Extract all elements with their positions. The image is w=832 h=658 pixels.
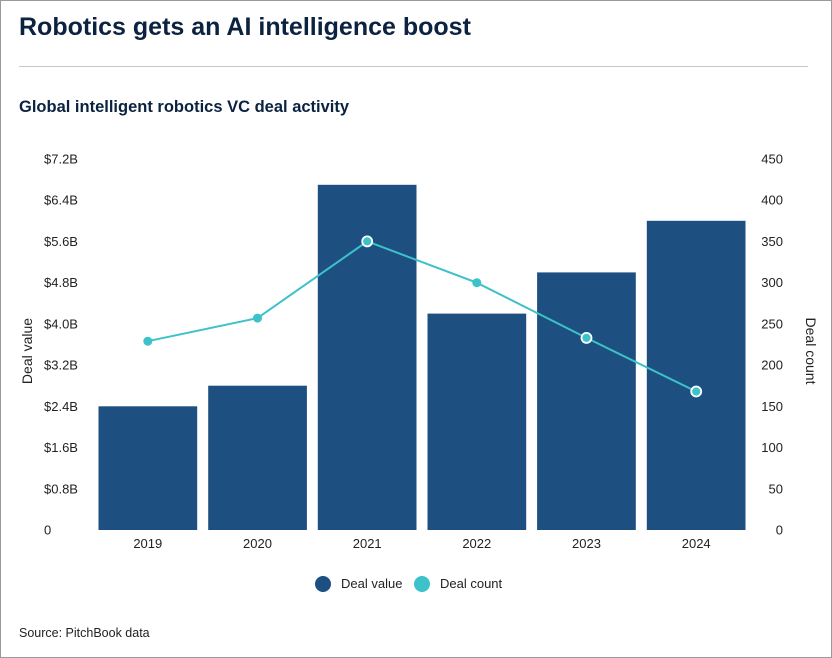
point-2020 xyxy=(253,313,262,323)
combo-chart: 0 $0.8B $1.6B $2.4B $3.2B $4.0B $4.8B $5.6B $6.4… xyxy=(19,152,819,592)
point-2024 xyxy=(690,385,703,398)
x-axis-labels: 2019 2020 2021 2022 2023 2024 xyxy=(133,536,710,551)
legend-swatch-deal-value xyxy=(315,576,331,592)
right-tick-label: 50 xyxy=(769,481,783,496)
left-axis-label: Deal value xyxy=(19,318,35,384)
point-2023 xyxy=(580,331,593,344)
right-tick-label: 100 xyxy=(761,440,783,455)
bar-series-deal-value xyxy=(98,184,746,531)
legend-swatch-deal-count xyxy=(414,576,430,592)
category-label-2020: 2020 xyxy=(243,536,272,551)
left-tick-label: $4.8B xyxy=(44,275,78,290)
right-tick-label: 350 xyxy=(761,234,783,249)
legend: Deal value Deal count xyxy=(315,576,503,592)
right-tick-label: 450 xyxy=(761,152,783,167)
left-tick-label: $1.6B xyxy=(44,440,78,455)
right-tick-label: 300 xyxy=(761,275,783,290)
bar-2019 xyxy=(98,406,198,530)
left-tick-label: $4.0B xyxy=(44,316,78,331)
bar-2022 xyxy=(427,313,527,530)
legend-label-deal-count: Deal count xyxy=(440,576,503,591)
legend-label-deal-value: Deal value xyxy=(341,576,402,591)
left-tick-label: $5.6B xyxy=(44,234,78,249)
line-series-deal-count xyxy=(143,235,703,398)
left-tick-label: 0 xyxy=(44,523,51,538)
left-tick-label: $2.4B xyxy=(44,399,78,414)
point-2022 xyxy=(472,278,482,288)
right-axis-ticks: 0 50 100 150 200 250 300 350 400 450 xyxy=(761,152,783,538)
category-label-2021: 2021 xyxy=(353,536,382,551)
left-tick-label: $0.8B xyxy=(44,481,78,496)
right-axis-label: Deal count xyxy=(803,318,819,385)
point-2021 xyxy=(361,235,374,248)
right-tick-label: 250 xyxy=(761,316,783,331)
category-label-2023: 2023 xyxy=(572,536,601,551)
point-2019 xyxy=(143,336,153,346)
source-note: Source: PitchBook data xyxy=(19,626,150,640)
title-divider xyxy=(19,66,808,67)
deal-count-line xyxy=(147,240,697,393)
category-label-2024: 2024 xyxy=(682,536,711,551)
bar-2023 xyxy=(537,272,636,530)
left-axis-ticks: 0 $0.8B $1.6B $2.4B $3.2B $4.0B $4.8B $5.6B $6.4… xyxy=(44,152,78,538)
right-tick-label: 400 xyxy=(761,193,783,208)
left-tick-label: $3.2B xyxy=(44,358,78,373)
right-tick-label: 200 xyxy=(761,358,783,373)
category-label-2019: 2019 xyxy=(133,536,162,551)
bar-2020 xyxy=(208,385,307,530)
right-tick-label: 150 xyxy=(761,399,783,414)
chart-title: Global intelligent robotics VC deal acti… xyxy=(19,98,350,116)
left-tick-label: $6.4B xyxy=(44,193,78,208)
left-tick-label: $7.2B xyxy=(44,152,78,167)
category-label-2022: 2022 xyxy=(462,536,491,551)
right-tick-label: 0 xyxy=(776,523,783,538)
page-title: Robotics gets an AI intelligence boost xyxy=(19,13,471,41)
